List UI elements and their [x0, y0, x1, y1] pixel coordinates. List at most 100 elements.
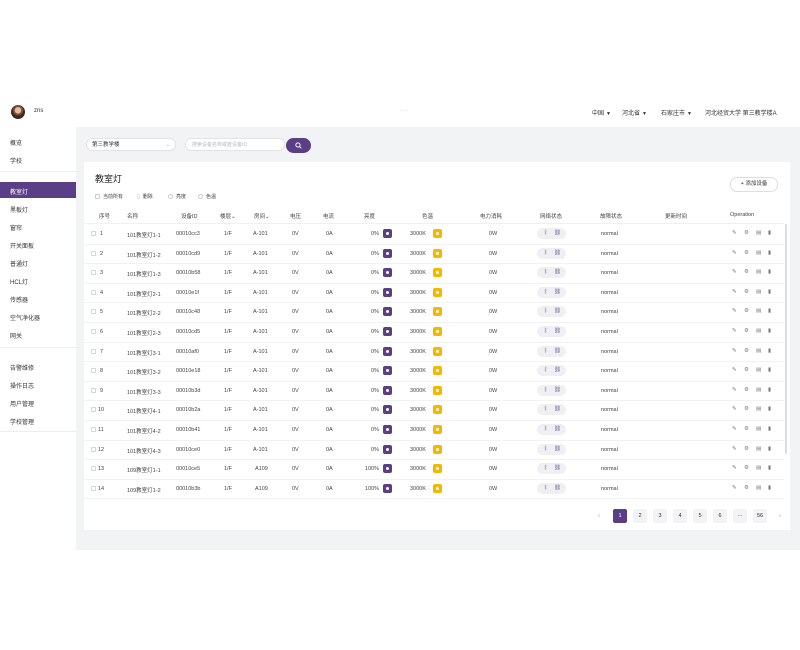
detail-icon[interactable]: ▤: [756, 426, 762, 432]
settings-icon[interactable]: ⚙: [744, 347, 749, 354]
more-icon[interactable]: ···: [400, 107, 410, 114]
trash-icon[interactable]: ▮: [768, 426, 772, 432]
country-select[interactable]: 中国 ▼: [592, 108, 611, 117]
sidebar-item-gateway[interactable]: 网关: [10, 334, 23, 340]
brightness-icon[interactable]: [383, 483, 392, 493]
row-checkbox[interactable]: [91, 427, 96, 432]
detail-icon[interactable]: ▤: [756, 484, 762, 491]
brightness-icon[interactable]: [383, 327, 392, 336]
color-temp-icon[interactable]: [433, 385, 442, 395]
trash-icon[interactable]: ▮: [768, 484, 772, 491]
sidebar-item-school[interactable]: 学校: [10, 159, 23, 165]
edit-icon[interactable]: ✎: [732, 367, 737, 374]
brightness-icon[interactable]: [383, 464, 392, 474]
detail-icon[interactable]: ▤: [756, 288, 762, 295]
sidebar-item-overview[interactable]: 概览: [10, 141, 23, 147]
trash-icon[interactable]: ▮: [768, 328, 772, 334]
detail-icon[interactable]: ▤: [756, 347, 762, 354]
color-temp-icon[interactable]: [433, 483, 442, 493]
avatar[interactable]: [11, 105, 25, 119]
detail-icon[interactable]: ▤: [756, 406, 762, 413]
trash-icon[interactable]: ▮: [768, 406, 772, 413]
row-checkbox[interactable]: [91, 368, 96, 374]
table-row[interactable]: 3 101教室灯1-3 00010b58 1/F A-101 0V 0A 0% …: [84, 263, 784, 284]
table-row[interactable]: 6 101教室灯2-3 00010cd5 1/F A-101 0V 0A 0% …: [84, 322, 784, 343]
edit-icon[interactable]: ✎: [732, 386, 737, 393]
color-temp-icon[interactable]: [433, 248, 442, 258]
detail-icon[interactable]: ▤: [756, 445, 762, 452]
col-header-floor[interactable]: 楼层⌄: [220, 212, 236, 220]
edit-icon[interactable]: ✎: [732, 484, 737, 491]
last-page-button[interactable]: 56: [753, 509, 767, 523]
trash-icon[interactable]: ▮: [768, 445, 772, 452]
sidebar-item-alarm-repair[interactable]: 告警维修: [10, 366, 35, 372]
sidebar-item-curtain[interactable]: 窗帘: [10, 226, 23, 232]
settings-icon[interactable]: ⚙: [744, 328, 749, 334]
sidebar-item-classroom-light[interactable]: 教室灯: [0, 182, 76, 198]
color-temp-icon[interactable]: [433, 229, 442, 238]
row-checkbox[interactable]: [91, 270, 96, 276]
col-header-room[interactable]: 房间⌄: [254, 212, 270, 220]
brightness-icon[interactable]: [383, 346, 392, 356]
edit-icon[interactable]: ✎: [732, 445, 737, 452]
table-row[interactable]: 12 101教室灯4-3 00010ce0 1/F A-101 0V 0A 0%…: [84, 440, 784, 461]
table-row[interactable]: 5 101教室灯2-2 00010c48 1/F A-101 0V 0A 0% …: [84, 302, 784, 323]
settings-icon[interactable]: ⚙: [744, 465, 749, 472]
color-temp-icon[interactable]: [433, 425, 442, 434]
color-temp-icon[interactable]: [433, 327, 442, 336]
edit-icon[interactable]: ✎: [732, 465, 737, 472]
add-device-button[interactable]: + 添加设备: [730, 177, 778, 192]
sidebar-item-user-management[interactable]: 用户管理: [10, 402, 35, 408]
row-checkbox[interactable]: [91, 387, 96, 393]
row-checkbox[interactable]: [91, 329, 96, 334]
table-row[interactable]: 1 101教室灯1-1 00010cc3 1/F A-101 0V 0A 0% …: [84, 224, 784, 245]
sidebar-item-school-management[interactable]: 学校管理: [10, 420, 35, 426]
detail-icon[interactable]: ▤: [756, 367, 762, 374]
row-checkbox[interactable]: [91, 485, 96, 491]
province-select[interactable]: 河北省 ▼: [622, 108, 647, 117]
edit-icon[interactable]: ✎: [732, 406, 737, 413]
sidebar-item-switch-panel[interactable]: 开关面板: [10, 244, 35, 250]
edit-icon[interactable]: ✎: [732, 288, 737, 295]
detail-icon[interactable]: ▤: [756, 386, 762, 393]
settings-icon[interactable]: ⚙: [744, 406, 749, 413]
table-row[interactable]: 10 101教室灯4-1 00010b2a 1/F A-101 0V 0A 0%…: [84, 400, 784, 421]
building-select[interactable]: 第三教学楼 ⌄: [86, 138, 176, 151]
row-checkbox[interactable]: [91, 466, 96, 472]
trash-icon[interactable]: ▮: [768, 230, 772, 236]
table-row[interactable]: 11 101教室灯4-2 00010b41 1/F A-101 0V 0A 0%…: [84, 420, 784, 441]
edit-icon[interactable]: ✎: [732, 347, 737, 354]
row-checkbox[interactable]: [91, 348, 96, 354]
color-temp-icon[interactable]: [433, 444, 442, 454]
brightness-icon[interactable]: [383, 385, 392, 395]
city-select[interactable]: 石家庄市 ▼: [661, 108, 692, 117]
detail-icon[interactable]: ▤: [756, 249, 762, 256]
settings-icon[interactable]: ⚙: [744, 288, 749, 295]
color-temp-icon[interactable]: [433, 405, 442, 415]
page-1-button[interactable]: 1: [613, 509, 627, 523]
trash-icon[interactable]: ▮: [768, 269, 772, 276]
sidebar-item-sensor[interactable]: 传感器: [10, 298, 29, 304]
color-temp-icon[interactable]: [433, 464, 442, 474]
brightness-icon[interactable]: [383, 307, 392, 317]
settings-icon[interactable]: ⚙: [744, 484, 749, 491]
settings-icon[interactable]: ⚙: [744, 386, 749, 393]
settings-icon[interactable]: ⚙: [744, 308, 749, 315]
table-row[interactable]: 2 101教室灯1-2 00010cd9 1/F A-101 0V 0A 0% …: [84, 244, 784, 265]
detail-icon[interactable]: ▤: [756, 308, 762, 315]
color-temp-icon[interactable]: [433, 287, 442, 297]
row-checkbox[interactable]: [91, 289, 96, 295]
color-temp-icon[interactable]: [433, 366, 442, 376]
edit-icon[interactable]: ✎: [732, 426, 737, 432]
page-2-button[interactable]: 2: [633, 509, 647, 523]
detail-icon[interactable]: ▤: [756, 269, 762, 276]
trash-icon[interactable]: ▮: [768, 465, 772, 472]
edit-icon[interactable]: ✎: [732, 269, 737, 276]
table-row[interactable]: 7 101教室灯3-1 00010af0 1/F A-101 0V 0A 0% …: [84, 342, 784, 363]
brightness-icon[interactable]: [383, 268, 392, 278]
brightness-icon[interactable]: [383, 229, 392, 238]
color-temp-radio[interactable]: 色温: [198, 193, 216, 200]
campus-select[interactable]: 河北经贸大学 第三教学楼A: [705, 108, 777, 117]
sidebar-item-normal-light[interactable]: 普通灯: [10, 262, 29, 268]
table-row[interactable]: 9 101教室灯3-3 00010b3d 1/F A-101 0V 0A 0% …: [84, 381, 784, 402]
